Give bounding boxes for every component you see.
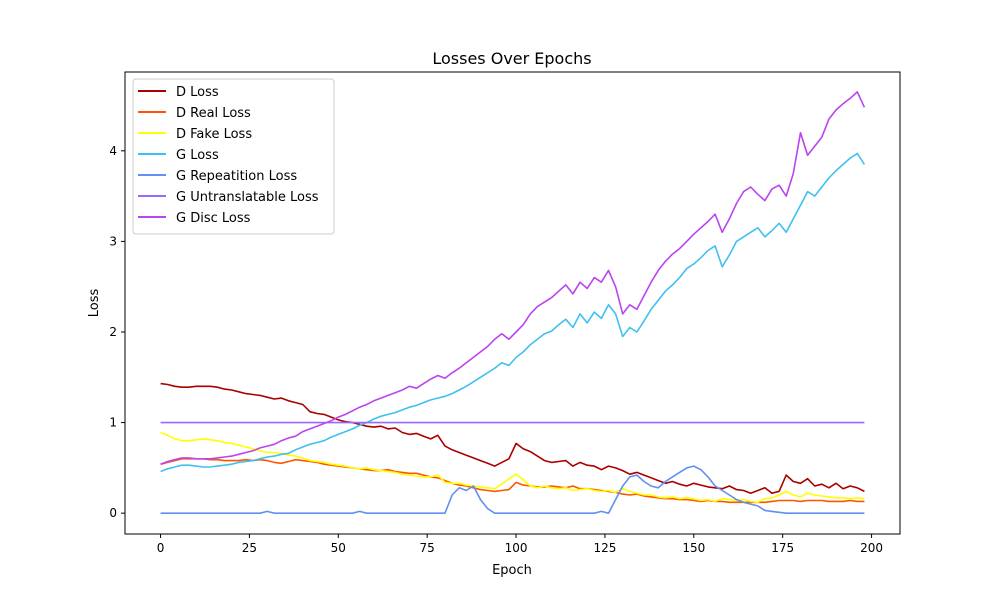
series-line-d-fake-loss — [160, 431, 865, 504]
y-tick-label: 2 — [109, 325, 117, 339]
x-tick-label: 100 — [505, 541, 528, 555]
series-line-g-repeatition-loss — [160, 465, 865, 515]
x-tick-label: 200 — [860, 541, 883, 555]
series-line-g-loss — [160, 152, 866, 473]
x-tick-label: 150 — [682, 541, 705, 555]
y-tick-label: 3 — [109, 234, 117, 248]
y-tick-label: 4 — [109, 144, 117, 158]
legend-label-d-fake-loss: D Fake Loss — [176, 127, 252, 142]
series-line-d-loss — [160, 382, 865, 495]
y-axis-ticks: 0 1 2 3 4 — [109, 144, 125, 520]
x-axis-label: Epoch — [492, 563, 532, 578]
legend-label-d-loss: D Loss — [176, 85, 219, 100]
series-line-g-disc-loss — [160, 91, 866, 465]
series-line-d-real-loss — [160, 457, 865, 504]
x-tick-label: 175 — [771, 541, 794, 555]
x-axis-ticks: 0 25 50 75 100 125 150 175 200 — [157, 534, 883, 555]
y-tick-label: 1 — [109, 416, 117, 430]
chart-title: Losses Over Epochs — [432, 49, 591, 68]
legend-box — [132, 78, 335, 235]
x-tick-label: 75 — [420, 541, 435, 555]
x-tick-label: 50 — [331, 541, 346, 555]
x-tick-label: 25 — [242, 541, 257, 555]
y-tick-label: 0 — [109, 506, 117, 520]
legend-label-d-real-loss: D Real Loss — [176, 106, 251, 121]
y-axis-label: Loss — [87, 289, 102, 318]
x-tick-label: 125 — [593, 541, 616, 555]
plot-frame — [124, 71, 901, 535]
legend-label-g-loss: G Loss — [176, 148, 219, 163]
series-lines — [160, 91, 866, 515]
legend-label-g-disc-loss: G Disc Loss — [176, 211, 251, 226]
legend: D Loss D Real Loss D Fake Loss G Loss G Repe… — [132, 78, 335, 235]
legend-label-g-repeatition-loss: G Repeatition Loss — [176, 169, 297, 184]
x-tick-label: 0 — [157, 541, 165, 555]
legend-label-g-untranslatable-loss: G Untranslatable Loss — [176, 190, 319, 205]
